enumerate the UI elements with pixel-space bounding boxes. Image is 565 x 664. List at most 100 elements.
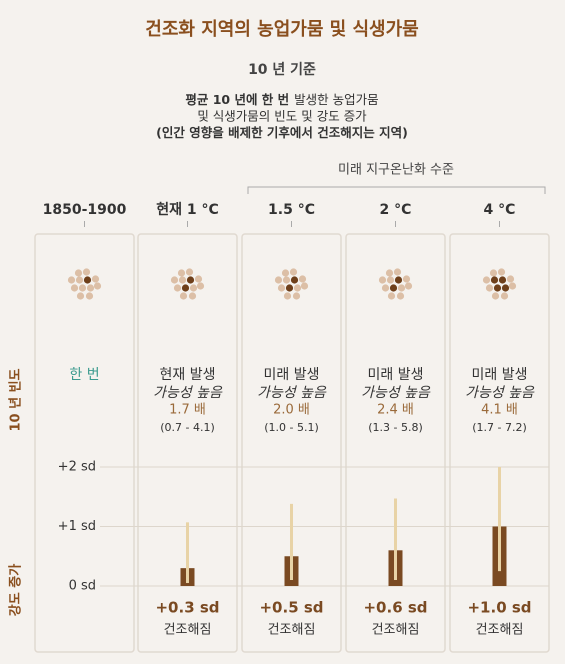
- frequency-line2: 가능성 높음: [465, 385, 535, 401]
- subtitle: 10 년 기준: [248, 62, 316, 78]
- frequency-icon-dot: [394, 276, 403, 284]
- frequency-icon-dot: [178, 276, 187, 284]
- frequency-icon-dot: [404, 282, 413, 290]
- frequency-line2: 가능성 높음: [153, 385, 223, 401]
- frequency-icon-dot: [173, 284, 182, 292]
- x-tick-label: 2 °C: [380, 202, 412, 218]
- frequency-icon-dot: [508, 282, 517, 290]
- effect-label: 건조해짐: [164, 623, 212, 638]
- y-tick-label: +1 sd: [58, 519, 96, 534]
- frequency-range: (0.7 - 4.1): [160, 421, 215, 434]
- x-tick-label: 현재 1 °C: [156, 202, 219, 218]
- frequency-line1: 미래 발생: [264, 367, 320, 383]
- frequency-icon-dot: [386, 276, 395, 284]
- frequency-icon-dot: [74, 269, 83, 277]
- frequency-icon-dot: [78, 284, 87, 292]
- frequency-icon-dot: [292, 292, 301, 300]
- value-label: +1.0 sd: [467, 599, 531, 617]
- value-label: +0.3 sd: [155, 599, 219, 617]
- frequency-line2: 가능성 높음: [257, 385, 327, 401]
- frequency-icon-dot: [283, 292, 292, 300]
- frequency-icon-dot: [93, 282, 102, 290]
- frequency-icon-dot: [482, 276, 491, 284]
- frequency-icon-dot: [378, 276, 387, 284]
- frequency-icon-dot: [82, 268, 91, 276]
- frequency-icon-dot: [181, 284, 190, 292]
- effect-label: 건조해짐: [268, 623, 316, 638]
- frequency-icon-dot: [194, 275, 203, 283]
- description-text: (인간 영향을 배제한 기후에서 건조해지는 지역): [156, 125, 408, 140]
- frequency-icon-dot: [177, 269, 186, 277]
- frequency-icon-dot: [91, 275, 100, 283]
- effect-label: 건조해짐: [372, 623, 420, 638]
- y-tick-label: 0 sd: [69, 579, 96, 594]
- frequency-line1: 현재 발생: [160, 367, 216, 383]
- column-box: [137, 233, 238, 653]
- frequency-range: (1.7 - 7.2): [472, 421, 527, 434]
- frequency-icon-dot: [396, 292, 405, 300]
- frequency-icon-dot: [300, 282, 309, 290]
- frequency-icon-dot: [381, 284, 390, 292]
- frequency-range: (1.3 - 5.8): [368, 421, 423, 434]
- frequency-icon-dot: [285, 284, 294, 292]
- description-text: 및 식생가뭄의 빈도 및 강도 증가: [197, 108, 367, 123]
- frequency-icon-dot: [389, 284, 398, 292]
- frequency-icon-dot: [500, 292, 509, 300]
- frequency-icon-dot: [179, 292, 188, 300]
- frequency-icon-dot: [397, 284, 406, 292]
- frequency-icon-dot: [76, 292, 85, 300]
- frequency-icon-dot: [75, 276, 84, 284]
- frequency-icon-dot: [402, 275, 411, 283]
- frequency-icon-dot: [501, 284, 510, 292]
- frequency-icon-dot: [387, 292, 396, 300]
- column-box: [449, 233, 550, 653]
- y-tick-label: +2 sd: [58, 460, 96, 475]
- frequency-icon-dot: [170, 276, 179, 284]
- frequency-icon-dot: [491, 292, 500, 300]
- frequency-icon-dot: [86, 284, 95, 292]
- value-label: +0.5 sd: [259, 599, 323, 617]
- frequency-icon-dot: [497, 268, 506, 276]
- column-box: [241, 233, 342, 653]
- description-text: 발생한 농업가뭄: [294, 92, 378, 107]
- description-text: 평균 10 년에 한 번: [185, 92, 289, 107]
- frequency-line1: 미래 발생: [368, 367, 424, 383]
- frequency-icon-dot: [274, 276, 283, 284]
- frequency-icon-dot: [385, 269, 394, 277]
- frequency-icon-dot: [185, 268, 194, 276]
- frequency-range: (1.0 - 5.1): [264, 421, 319, 434]
- frequency-icon-dot: [70, 284, 79, 292]
- frequency-icon-dot: [490, 276, 499, 284]
- frequency-axis-label: 10 년 빈도: [8, 368, 24, 431]
- frequency-icon-dot: [493, 284, 502, 292]
- frequency-factor: 4.1 배: [481, 403, 518, 418]
- frequency-icon-dot: [196, 282, 205, 290]
- intensity-axis-label: 강도 증가: [8, 564, 24, 616]
- frequency-icon-dot: [67, 276, 76, 284]
- frequency-icon-dot: [485, 284, 494, 292]
- frequency-icon-dot: [498, 276, 507, 284]
- effect-label: 건조해짐: [476, 623, 524, 638]
- frequency-icon-dot: [289, 268, 298, 276]
- frequency-icon-dot: [489, 269, 498, 277]
- frequency-factor: 1.7 배: [169, 403, 206, 418]
- frequency-icon-dot: [186, 276, 195, 284]
- frequency-icon-dot: [290, 276, 299, 284]
- description-line: 및 식생가뭄의 빈도 및 강도 증가: [197, 108, 367, 123]
- frequency-icon-dot: [281, 269, 290, 277]
- frequency-line1: 미래 발생: [472, 367, 528, 383]
- column-box: [345, 233, 446, 653]
- future-label: 미래 지구온난화 수준: [338, 163, 454, 178]
- title: 건조화 지역의 농업가뭄 및 식생가뭄: [145, 19, 418, 40]
- frequency-factor: 2.0 배: [273, 403, 310, 418]
- frequency-factor: 2.4 배: [377, 403, 414, 418]
- column-box: [34, 233, 135, 653]
- description-line: (인간 영향을 배제한 기후에서 건조해지는 지역): [156, 125, 408, 140]
- x-tick-label: 4 °C: [484, 202, 516, 218]
- frequency-icon-dot: [277, 284, 286, 292]
- frequency-icon-dot: [506, 275, 515, 283]
- frequency-icon-dot: [83, 276, 92, 284]
